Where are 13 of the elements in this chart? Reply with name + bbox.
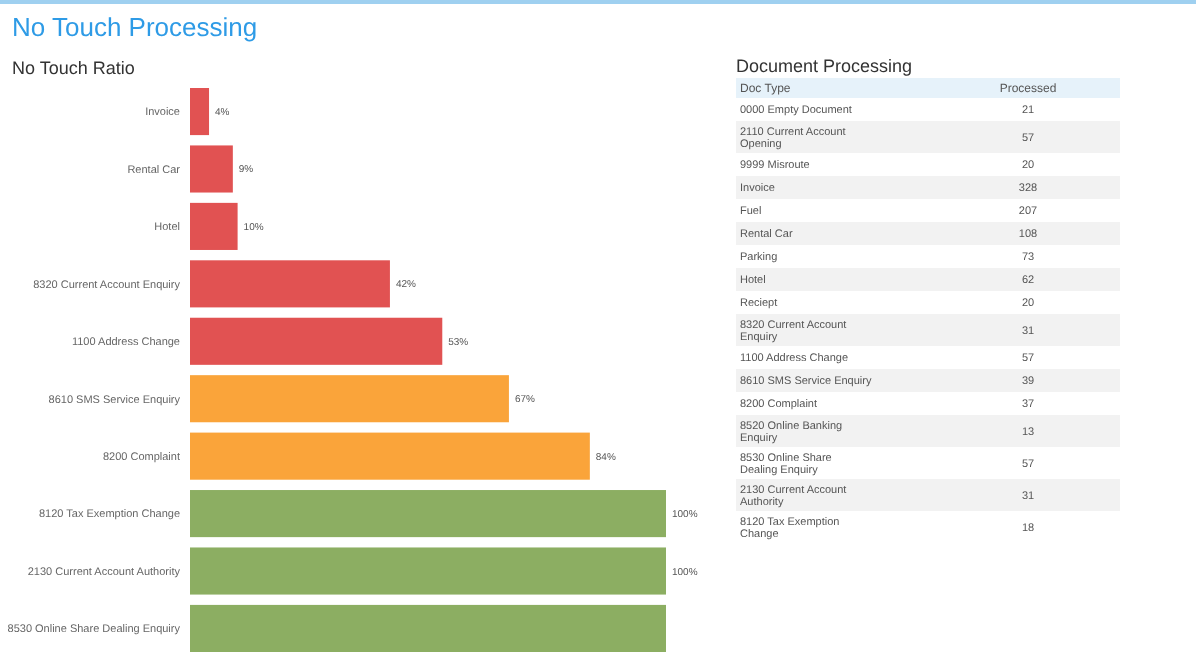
bar [190, 490, 666, 538]
text: Document Processing [736, 56, 913, 76]
bar [190, 547, 666, 595]
bar [190, 260, 390, 308]
bar [190, 317, 443, 365]
bar [190, 145, 233, 193]
chart-title: No Touch Processing [12, 12, 258, 42]
chart-subtitle: No Touch Ratio [12, 58, 135, 78]
bar [190, 88, 210, 136]
bar [190, 432, 590, 480]
bar [190, 202, 238, 250]
bar [190, 375, 509, 423]
bar [190, 604, 666, 652]
